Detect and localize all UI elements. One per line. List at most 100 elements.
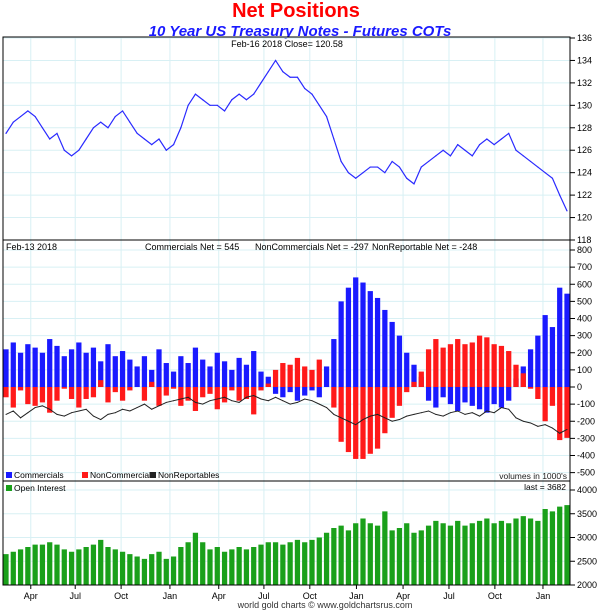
noncommercials-bar	[513, 364, 519, 387]
nonreportables-point	[493, 412, 495, 414]
y-tick-label: 700	[577, 262, 592, 272]
price-point	[457, 144, 459, 146]
x-tick-label: Oct	[488, 591, 503, 601]
noncommercials-bar	[498, 345, 505, 387]
price-point	[471, 155, 473, 157]
noncommercials-bar	[462, 344, 468, 387]
price-point	[238, 93, 240, 95]
price-line	[5, 59, 568, 212]
open-interest-bar	[280, 544, 286, 585]
noncommercials-bar	[484, 337, 490, 387]
commercials-bar	[367, 291, 373, 387]
nonreportables-point	[63, 415, 65, 417]
nonreportables-point	[78, 410, 80, 412]
y-tick-label: 126	[577, 145, 592, 155]
commercials-bar	[316, 387, 322, 398]
price-point	[420, 166, 422, 168]
price-point	[114, 115, 116, 118]
noncommercials-bar	[141, 387, 148, 401]
legend-open-interest: Open Interest	[14, 483, 66, 493]
price-point	[464, 149, 466, 151]
nonreportables-point	[180, 398, 182, 400]
commercials-bar	[54, 345, 60, 387]
open-interest-bar	[243, 549, 250, 585]
nonreportables-point	[551, 427, 553, 429]
volume-units-note: volumes in 1000's	[499, 471, 567, 481]
nonreportables-point	[420, 412, 422, 414]
commercials-bar	[119, 351, 126, 387]
price-point	[493, 144, 495, 146]
open-interest-bar	[433, 520, 439, 585]
price-point	[318, 104, 320, 106]
open-interest-bar	[316, 537, 322, 585]
price-point	[398, 166, 401, 168]
noncommercials-bar	[425, 349, 432, 387]
noncommercials-bar	[149, 381, 155, 387]
nonreportables-point	[114, 412, 116, 414]
noncommercials-bar	[112, 387, 118, 393]
y-tick-label: 118	[577, 235, 591, 245]
noncommercials-bar	[447, 344, 454, 387]
commercials-bar	[134, 366, 140, 387]
open-interest-bar	[39, 544, 46, 585]
open-interest-bar	[374, 525, 381, 585]
price-point	[515, 149, 517, 151]
price-point	[376, 166, 379, 168]
noncommercials-bar	[418, 371, 424, 387]
nonreportables-point	[479, 415, 481, 417]
price-point	[413, 183, 415, 185]
commercials-bar	[243, 364, 250, 387]
noncommercials-bar	[258, 387, 264, 391]
price-point	[78, 149, 80, 151]
price-point	[508, 132, 510, 134]
noncommercials-bar	[316, 359, 322, 387]
open-interest-bar	[462, 525, 468, 585]
open-interest-bar	[112, 549, 118, 585]
legend-swatch-open-interest	[6, 485, 12, 491]
open-interest-bar	[425, 525, 432, 585]
y-tick-label: 132	[577, 78, 592, 88]
commercials-bar	[17, 352, 24, 387]
noncommercials-bar	[127, 387, 133, 391]
price-point	[202, 99, 204, 101]
price-point	[253, 93, 255, 95]
commercials-bar	[331, 339, 337, 387]
price-point	[340, 160, 342, 163]
open-interest-bar	[54, 544, 60, 585]
noncommercials-bar	[294, 357, 301, 387]
nonreportables-point	[486, 410, 488, 412]
price-point	[274, 59, 277, 62]
price-point	[85, 138, 87, 140]
commercials-bar	[382, 309, 388, 387]
chart-title: Net Positions	[232, 0, 360, 22]
price-point	[41, 127, 44, 129]
open-interest-bar	[68, 551, 75, 585]
open-interest-bar	[3, 554, 9, 585]
open-interest-bar	[32, 544, 38, 585]
price-point	[49, 138, 51, 140]
nonreportables-point	[406, 415, 408, 417]
open-interest-bar	[17, 549, 24, 585]
nonreportables-point	[253, 395, 255, 397]
commercials-bar	[221, 361, 228, 387]
nonreportables-point	[173, 400, 175, 402]
commercials-bar	[39, 352, 46, 387]
noncommercials-bar	[178, 387, 184, 406]
open-interest-bar	[564, 505, 570, 585]
open-interest-bar	[535, 520, 541, 585]
open-interest-bar	[265, 542, 271, 585]
commercials-bar	[229, 369, 235, 387]
noncommercials-bar	[32, 387, 38, 406]
nonreportables-point	[143, 403, 145, 405]
open-interest-bar	[61, 549, 67, 585]
x-tick-label: Jul	[69, 591, 81, 601]
open-interest-bar	[272, 542, 279, 585]
nonreportables-point	[435, 413, 437, 415]
nonreportables-point	[398, 419, 400, 421]
y-tick-label: -500	[577, 468, 595, 478]
commercials-bar	[192, 347, 199, 387]
noncommercials-bar	[331, 387, 337, 408]
open-interest-bar	[294, 539, 301, 585]
price-point	[362, 172, 364, 174]
commercials-bar	[76, 342, 82, 387]
